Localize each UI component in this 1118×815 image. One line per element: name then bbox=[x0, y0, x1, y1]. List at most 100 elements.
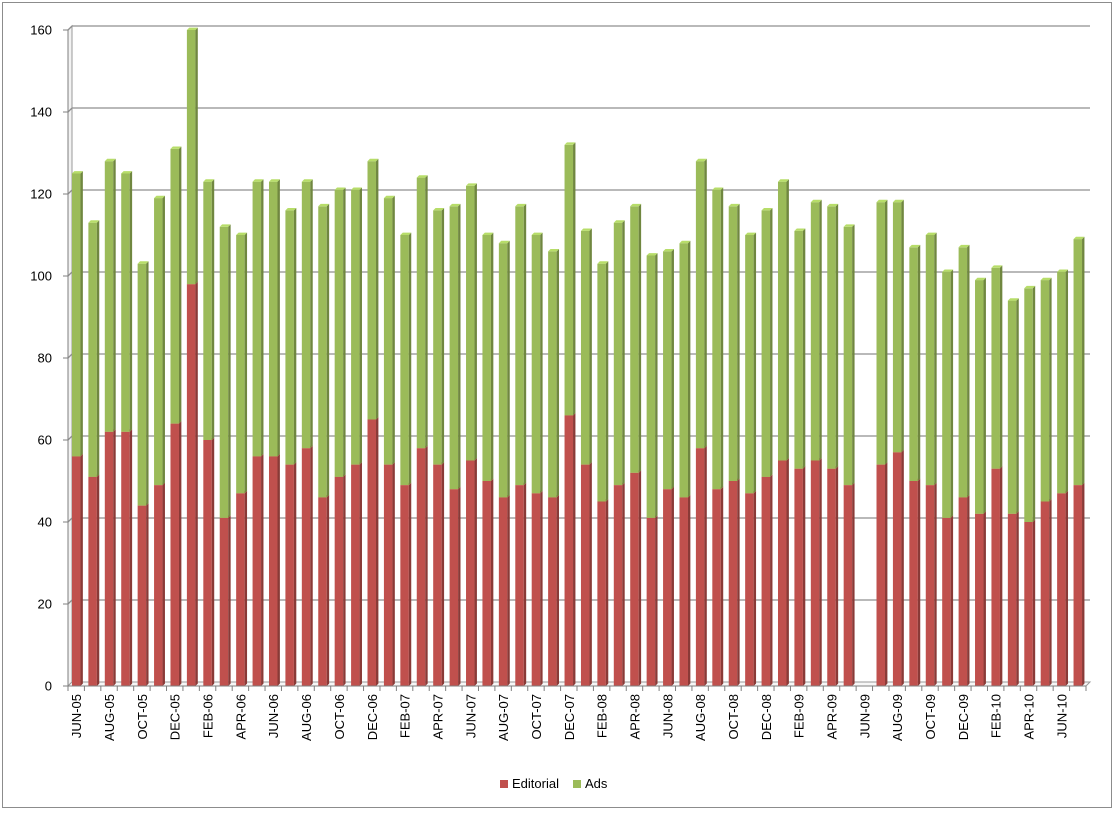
bar-ads bbox=[892, 202, 902, 453]
axes bbox=[63, 29, 1087, 691]
bar-side-ads bbox=[113, 158, 116, 432]
bar-ads bbox=[531, 235, 541, 494]
bar-side-editorial bbox=[359, 462, 362, 686]
bar-side-editorial bbox=[343, 474, 346, 686]
bar-top-ads bbox=[597, 261, 609, 264]
bar-editorial bbox=[975, 513, 984, 686]
bar-editorial bbox=[1073, 485, 1083, 686]
bar-editorial bbox=[318, 497, 327, 686]
bar-side-ads bbox=[96, 220, 100, 477]
bar-editorial bbox=[761, 476, 771, 686]
x-tick-label: AUG-08 bbox=[693, 694, 708, 741]
bar-editorial bbox=[991, 468, 1000, 686]
x-tick-label: JUN-08 bbox=[660, 694, 675, 738]
bar-ads bbox=[630, 206, 639, 473]
legend-swatch-ads bbox=[572, 779, 581, 788]
bar-top-ads bbox=[810, 199, 822, 203]
bar-editorial bbox=[285, 464, 294, 686]
bar-side-ads bbox=[1065, 269, 1069, 494]
bar-side-ads bbox=[441, 208, 445, 465]
legend-swatch-editorial bbox=[500, 779, 508, 788]
bar-side-editorial bbox=[573, 413, 576, 686]
bar-top-ads bbox=[975, 277, 986, 281]
x-tick-label: FEB-07 bbox=[398, 694, 413, 738]
bar-side-ads bbox=[901, 199, 904, 453]
bar-editorial bbox=[400, 485, 409, 686]
x-tick-label: FEB-10 bbox=[989, 694, 1004, 738]
y-tick-label: 140 bbox=[30, 105, 52, 120]
bar-top-ads bbox=[137, 261, 149, 264]
bar-top-ads bbox=[613, 220, 625, 223]
bar-side-ads bbox=[835, 203, 839, 469]
bar-top-ads bbox=[843, 224, 855, 227]
bar-side-ads bbox=[720, 187, 724, 490]
bar-side-editorial bbox=[802, 466, 806, 686]
bar-side-editorial bbox=[376, 417, 379, 686]
bar-editorial bbox=[679, 497, 688, 686]
x-tick-label: APR-10 bbox=[1022, 694, 1037, 740]
bar-editorial bbox=[925, 485, 935, 686]
bar-editorial bbox=[794, 468, 803, 686]
legend: Editorial Ads bbox=[500, 776, 607, 791]
bar-top-ads bbox=[71, 171, 83, 174]
bars bbox=[71, 27, 1085, 686]
bar-top-ads bbox=[580, 228, 592, 231]
bar-editorial bbox=[137, 505, 147, 686]
bar-top-ads bbox=[466, 183, 477, 186]
bar-editorial bbox=[334, 476, 344, 686]
bar-top-ads bbox=[1073, 236, 1085, 240]
bar-editorial bbox=[367, 419, 377, 686]
bar-editorial bbox=[351, 464, 360, 686]
bar-side-ads bbox=[490, 232, 494, 481]
bar-editorial bbox=[383, 464, 393, 686]
x-tick-label: JUN-10 bbox=[1054, 694, 1069, 738]
bar-ads bbox=[695, 161, 705, 449]
bar-ads bbox=[104, 161, 114, 432]
bar-side-ads bbox=[999, 265, 1003, 469]
bar-side-editorial bbox=[786, 458, 789, 686]
bar-side-ads bbox=[589, 228, 592, 465]
bar-ads bbox=[991, 267, 1000, 469]
bar-editorial bbox=[301, 448, 311, 686]
bar-side-editorial bbox=[983, 511, 986, 686]
bar-ads bbox=[597, 263, 606, 502]
x-tick-label: AUG-05 bbox=[102, 694, 117, 741]
bar-side-editorial bbox=[967, 495, 970, 686]
bar-editorial bbox=[252, 456, 262, 686]
bar-side-editorial bbox=[244, 490, 248, 686]
bar-side-editorial bbox=[1032, 519, 1036, 686]
bar-top-ads bbox=[268, 179, 280, 182]
bar-editorial bbox=[449, 489, 459, 686]
bar-top-ads bbox=[121, 171, 133, 174]
bar-side-editorial bbox=[1082, 482, 1085, 686]
bar-ads bbox=[416, 177, 426, 449]
bar-editorial bbox=[482, 481, 491, 686]
bar-top-ads bbox=[154, 195, 165, 199]
x-tick-label: JUN-06 bbox=[266, 694, 281, 738]
bar-side-editorial bbox=[523, 482, 527, 686]
bar-editorial bbox=[268, 456, 278, 686]
bar-side-ads bbox=[211, 179, 215, 441]
bar-top-ads bbox=[925, 232, 937, 235]
bar-ads bbox=[777, 181, 787, 461]
bar-editorial bbox=[416, 448, 426, 686]
bar-side-ads bbox=[983, 277, 986, 514]
bar-top-ads bbox=[318, 203, 330, 207]
gridline bbox=[67, 189, 1090, 195]
legend-item-editorial: Editorial bbox=[500, 776, 559, 791]
bar-side-ads bbox=[573, 142, 576, 416]
x-tick-labels: JUN-05 AUG-05 OCT-05 DEC-05 FEB-06 APR-06 JUN-… bbox=[69, 694, 1069, 741]
bar-editorial bbox=[876, 464, 886, 686]
bar-top-ads bbox=[548, 249, 560, 252]
bar-editorial bbox=[892, 452, 902, 686]
bar-ads bbox=[482, 235, 491, 481]
bar-side-editorial bbox=[441, 462, 445, 686]
bar-editorial bbox=[613, 485, 623, 686]
bar-editorial bbox=[646, 517, 656, 686]
bar-top-ads bbox=[416, 175, 428, 178]
bar-editorial bbox=[88, 476, 97, 686]
bar-side-ads bbox=[244, 232, 248, 494]
bar-editorial bbox=[104, 431, 114, 686]
bar-editorial bbox=[942, 517, 951, 686]
